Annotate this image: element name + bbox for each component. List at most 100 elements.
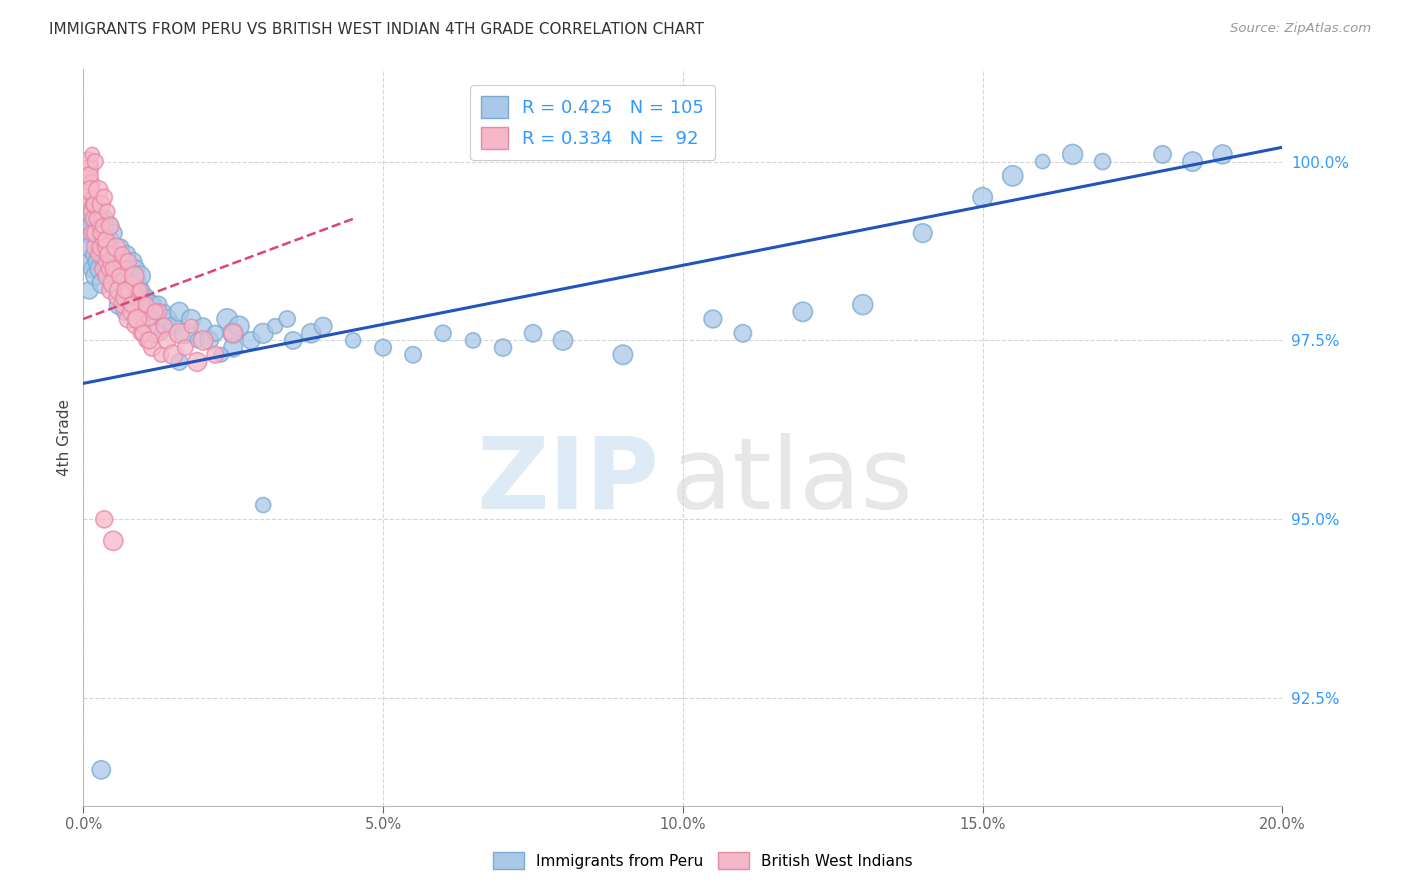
Point [87, 211, 110, 226]
Point [105, 240, 128, 254]
Point [1001, 169, 1024, 183]
Point [138, 334, 160, 348]
Point [96, 240, 118, 254]
Point [162, 319, 184, 334]
Point [186, 334, 208, 348]
Point [87, 247, 110, 261]
Point [107, 261, 129, 276]
Legend: R = 0.425   N = 105, R = 0.334   N =  92: R = 0.425 N = 105, R = 0.334 N = 92 [470, 85, 716, 160]
Point [90, 240, 112, 254]
Point [193, 319, 215, 334]
Point [127, 276, 149, 290]
Point [1032, 154, 1054, 169]
Point [111, 268, 134, 283]
Point [82, 247, 104, 261]
Point [93, 512, 115, 526]
Point [79, 169, 101, 183]
Point [180, 312, 202, 326]
Point [180, 319, 202, 334]
Point [228, 319, 250, 334]
Point [148, 298, 170, 312]
Point [84, 197, 107, 211]
Point [122, 268, 145, 283]
Point [127, 291, 149, 305]
Point [150, 326, 173, 341]
Text: atlas: atlas [671, 433, 912, 530]
Point [138, 312, 160, 326]
Point [702, 312, 724, 326]
Point [612, 348, 634, 362]
Point [132, 319, 155, 334]
Point [852, 298, 875, 312]
Point [110, 240, 132, 254]
Point [98, 233, 121, 247]
Point [198, 334, 221, 348]
Point [79, 183, 101, 197]
Point [96, 268, 118, 283]
Point [77, 154, 100, 169]
Point [91, 276, 114, 290]
Point [90, 226, 112, 240]
Point [121, 254, 143, 268]
Point [111, 298, 134, 312]
Point [492, 341, 515, 355]
Point [117, 254, 139, 268]
Point [174, 341, 197, 355]
Point [143, 326, 166, 341]
Point [101, 276, 124, 290]
Point [150, 348, 173, 362]
Point [120, 268, 142, 283]
Point [222, 326, 245, 341]
Point [103, 226, 125, 240]
Point [86, 226, 108, 240]
Point [101, 254, 124, 268]
Point [132, 305, 155, 319]
Point [522, 326, 544, 341]
Point [911, 226, 934, 240]
Point [209, 348, 232, 362]
Point [86, 211, 108, 226]
Point [299, 326, 322, 341]
Point [127, 312, 149, 326]
Point [84, 154, 107, 169]
Point [120, 298, 142, 312]
Point [79, 284, 101, 298]
Point [1212, 147, 1234, 161]
Point [89, 226, 111, 240]
Point [1091, 154, 1114, 169]
Point [115, 247, 138, 261]
Point [80, 219, 103, 233]
Point [156, 334, 179, 348]
Point [90, 197, 112, 211]
Point [148, 305, 170, 319]
Point [112, 268, 135, 283]
Point [111, 247, 134, 261]
Point [125, 291, 148, 305]
Point [93, 233, 115, 247]
Point [89, 219, 111, 233]
Point [120, 284, 142, 298]
Point [103, 533, 125, 548]
Point [312, 319, 335, 334]
Point [131, 298, 153, 312]
Point [108, 298, 131, 312]
Point [127, 284, 149, 298]
Y-axis label: 4th Grade: 4th Grade [58, 399, 72, 475]
Point [82, 197, 104, 211]
Point [86, 254, 108, 268]
Point [174, 326, 197, 341]
Point [121, 276, 143, 290]
Point [103, 276, 125, 290]
Point [167, 355, 190, 369]
Point [93, 233, 115, 247]
Point [84, 240, 107, 254]
Point [77, 190, 100, 204]
Point [143, 319, 166, 334]
Point [96, 268, 118, 283]
Point [252, 326, 274, 341]
Point [371, 341, 394, 355]
Point [82, 261, 104, 276]
Point [75, 254, 97, 268]
Point [432, 326, 454, 341]
Point [114, 291, 136, 305]
